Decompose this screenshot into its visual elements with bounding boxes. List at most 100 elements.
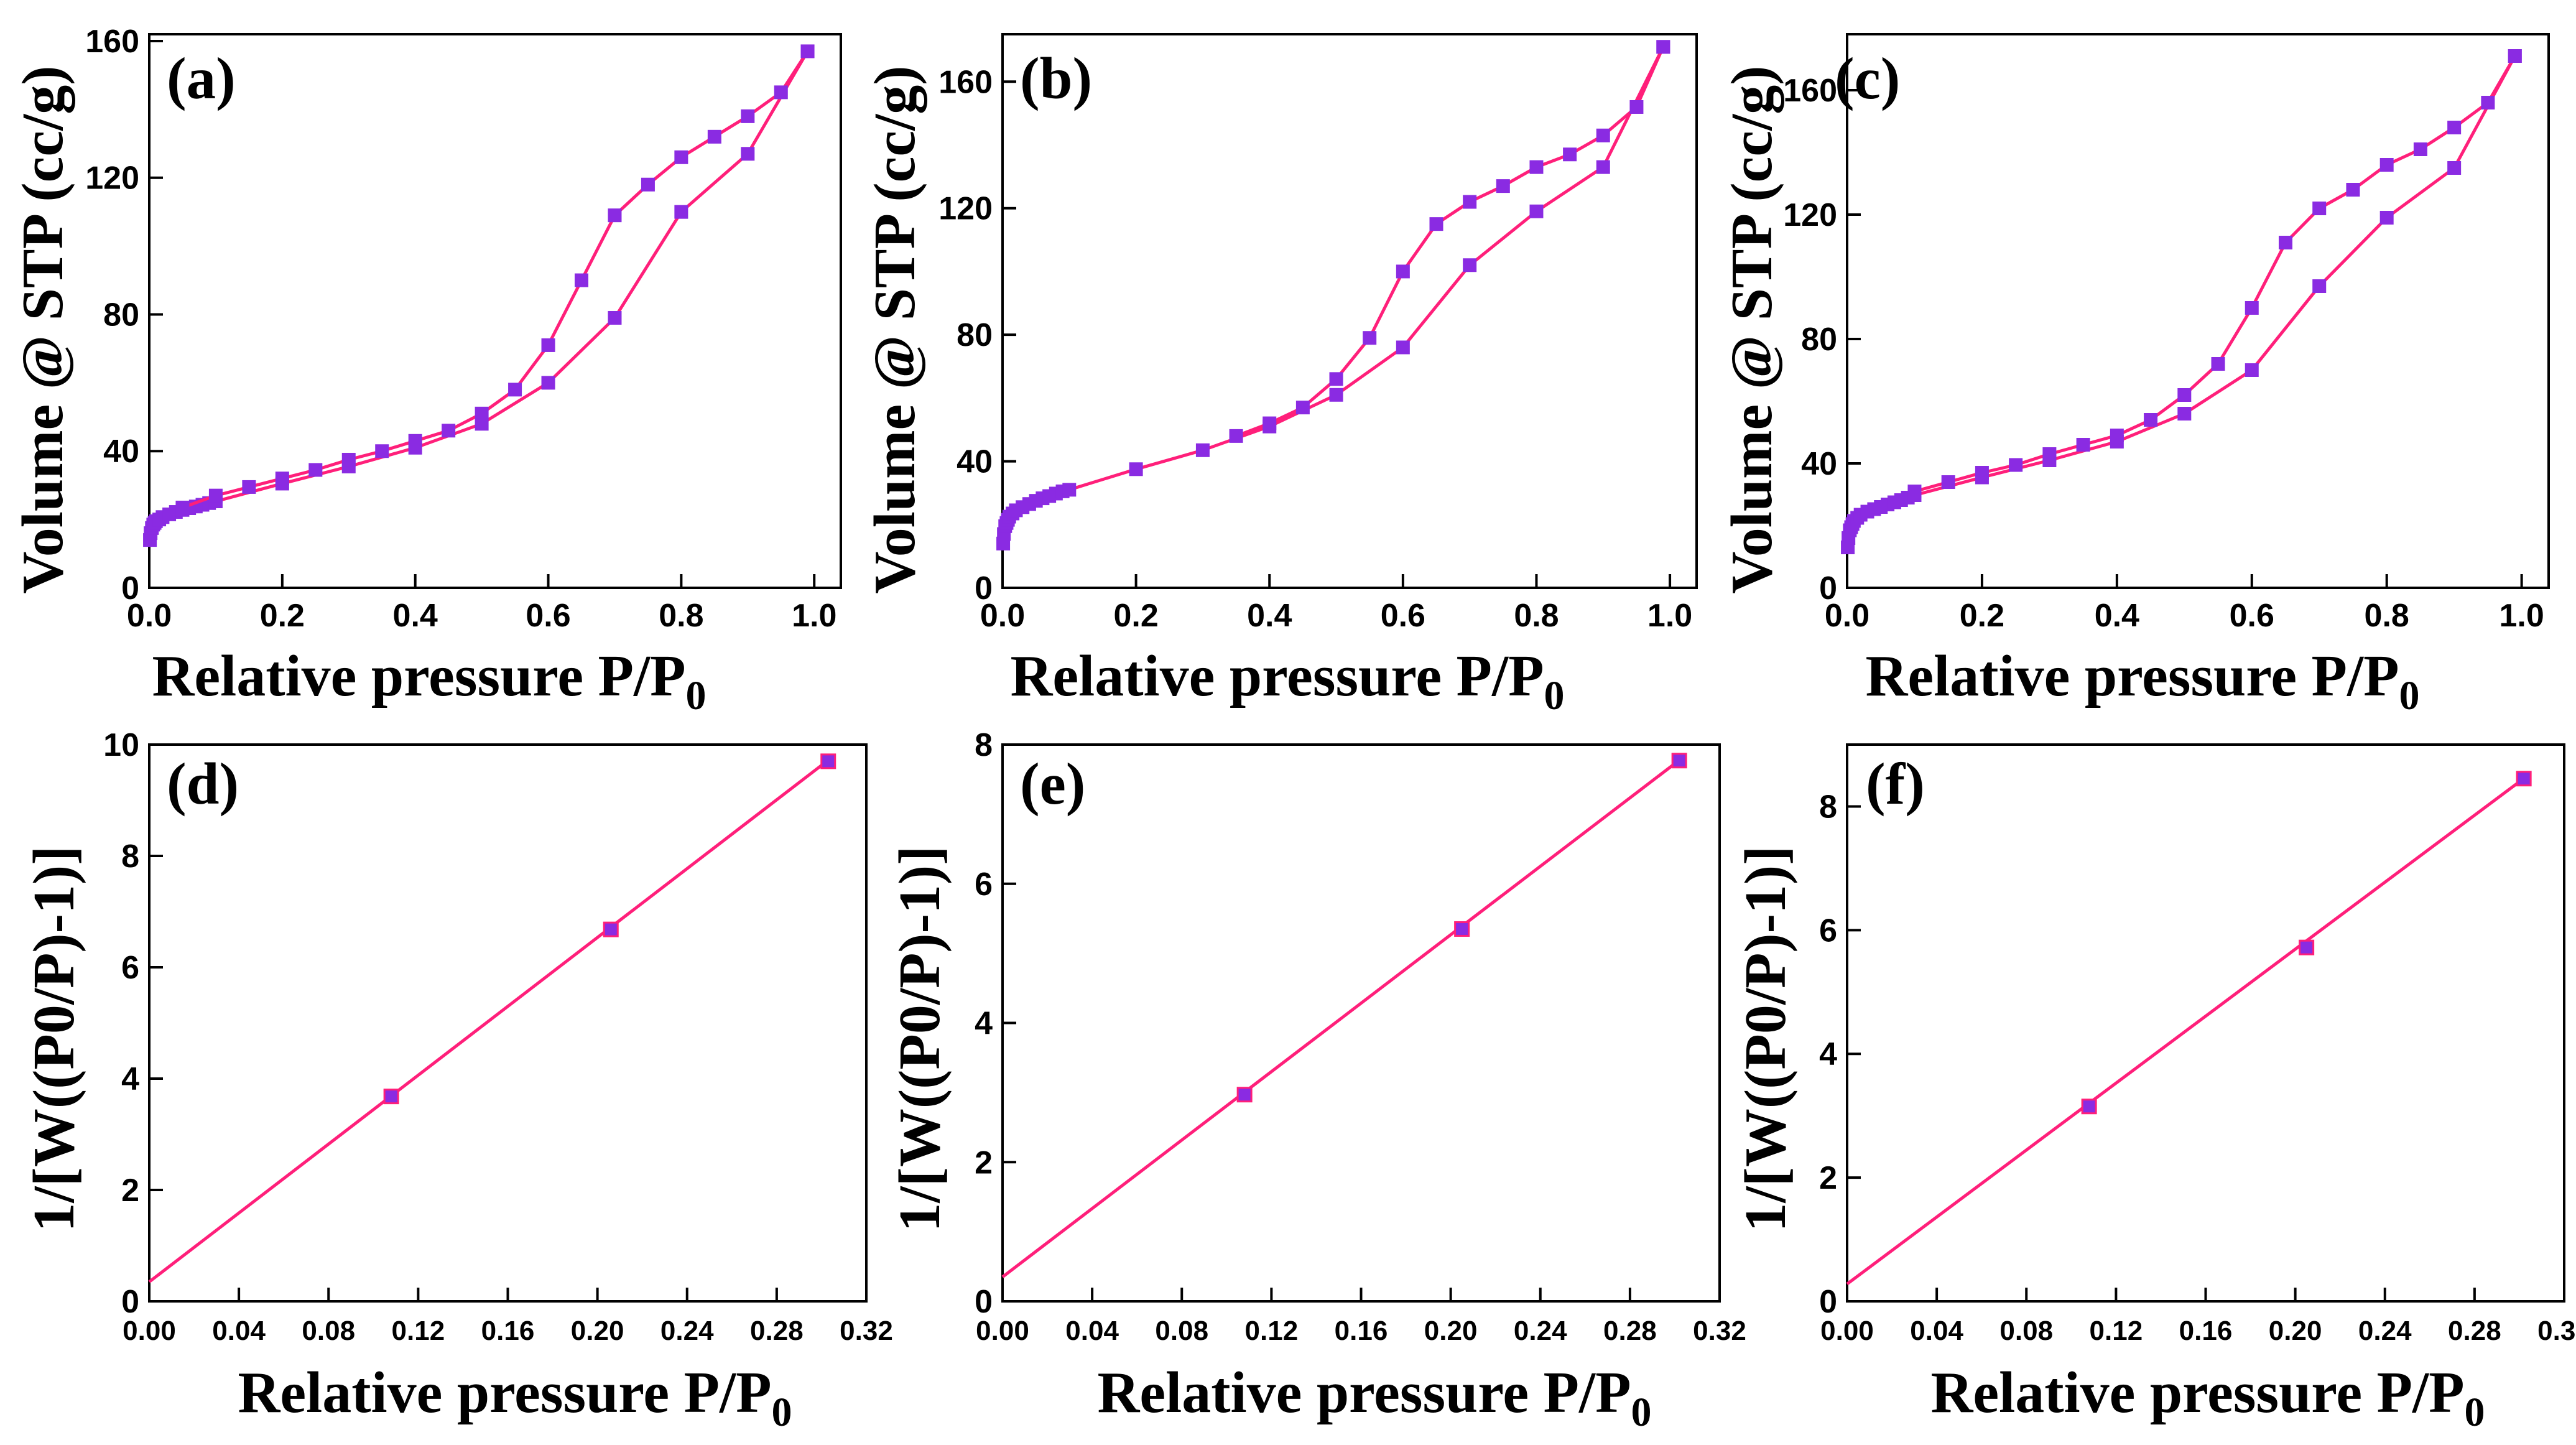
y-tick-label: 6	[1819, 913, 1837, 949]
x-axis-title: Relative pressure P/P0	[1865, 644, 2419, 718]
data-point	[1396, 264, 1410, 279]
x-tick-label: 0.8	[2365, 598, 2409, 634]
data-point	[2413, 142, 2427, 156]
x-tick-label: 0.2	[1113, 598, 1158, 634]
panel-d: (d) Relative pressure P/P0 1/[W((P0/P)-1…	[22, 727, 893, 1435]
x-tick-label: 0.8	[659, 598, 703, 634]
x-axis-title-subscript: 0	[2465, 1390, 2485, 1435]
data-point	[408, 434, 422, 448]
x-axis-title: Relative pressure P/P0	[1010, 644, 1564, 718]
fit-line	[1001, 757, 1683, 1278]
y-tick-label: 0	[121, 570, 139, 606]
data-point	[1596, 160, 1610, 174]
x-tick-label: 0.2	[260, 598, 305, 634]
x-axis-title-subscript: 0	[2399, 673, 2420, 718]
data-point	[208, 488, 223, 503]
y-axis-title: Volume @ STP (cc/g)	[863, 66, 927, 594]
data-point	[2447, 161, 2462, 175]
x-axis-title: Relative pressure P/P0	[238, 1360, 792, 1435]
data-point	[2177, 407, 2192, 420]
x-tick-label: 0.32	[840, 1316, 893, 1346]
x-tick-label: 0.28	[750, 1316, 804, 1346]
x-tick-label: 0.0	[980, 598, 1025, 634]
x-tick-label: 0.00	[976, 1316, 1029, 1346]
data-point	[242, 480, 256, 494]
panel-e: (e) Relative pressure P/P 0 1/[W((P0/P)-1…	[887, 727, 1746, 1435]
x-tick-label: 0.00	[123, 1316, 176, 1346]
y-tick-label: 10	[103, 727, 139, 763]
y-tick-label: 160	[1783, 73, 1837, 109]
y-tick-label: 80	[957, 317, 993, 353]
y-axis-title: Volume @ STP (cc/g)	[1720, 66, 1784, 594]
data-point	[1529, 204, 1544, 218]
data-point	[1529, 160, 1544, 174]
data-point	[1463, 258, 1477, 272]
x-tick-label: 0.12	[2090, 1316, 2143, 1346]
x-tick-label: 0.4	[2095, 598, 2139, 634]
data-point	[1429, 217, 1443, 231]
data-point	[1396, 340, 1410, 355]
x-axis-title-text: Relative pressure P/P	[1097, 1360, 1631, 1425]
data-point	[383, 1089, 399, 1105]
data-point	[1463, 195, 1477, 209]
data-point	[1629, 100, 1644, 114]
x-tick-label: 0.24	[660, 1316, 714, 1346]
y-tick-label: 8	[1819, 789, 1837, 825]
data-point	[541, 338, 555, 352]
plot-frame	[148, 33, 842, 589]
panel-label: (a)	[167, 45, 236, 111]
data-point	[2508, 49, 2522, 63]
data-point	[2144, 413, 2158, 427]
x-tick-label: 0.28	[2448, 1316, 2501, 1346]
panel-label: (e)	[1020, 751, 1085, 817]
y-tick-label: 120	[938, 191, 993, 227]
panel-b: (b) Relative pressure P/P0 Volume @ STP …	[863, 33, 1698, 718]
data-point	[175, 500, 190, 514]
data-point	[1454, 921, 1470, 937]
x-tick-label: 0.32	[1693, 1316, 1746, 1346]
data-point	[2379, 158, 2394, 172]
y-tick-label: 0	[975, 570, 993, 606]
x-tick-label: 0.20	[2269, 1316, 2322, 1346]
x-tick-label: 0.16	[481, 1316, 535, 1346]
data-point	[2211, 357, 2225, 371]
data-point	[2009, 458, 2023, 472]
data-point	[2177, 388, 2192, 402]
x-tick-label: 0.04	[1065, 1316, 1119, 1346]
data-point	[674, 150, 688, 164]
data-point	[1295, 401, 1310, 415]
y-tick-label: 0	[975, 1284, 993, 1320]
y-axis-title: 1/[W((P0/P)-1)]	[887, 845, 952, 1232]
data-point	[2312, 279, 2327, 293]
plot-frame	[1846, 33, 2550, 589]
plot-frame	[1001, 33, 1698, 589]
y-tick-label: 0	[121, 1284, 139, 1320]
data-point	[2447, 121, 2462, 134]
y-tick-label: 2	[1819, 1160, 1837, 1196]
data-point	[341, 452, 356, 467]
data-point	[603, 921, 619, 937]
x-tick-label: 0.12	[392, 1316, 445, 1346]
y-tick-label: 6	[975, 867, 993, 903]
x-tick-label: 0.20	[571, 1316, 624, 1346]
panel-a: (a) Relative pressure P/P0 Volume @ STP …	[11, 24, 842, 718]
x-axis-title-text: Relative pressure P/P	[1865, 644, 2399, 709]
y-tick-label: 40	[103, 434, 139, 470]
y-tick-label: 2	[975, 1145, 993, 1181]
data-point	[2346, 183, 2360, 197]
data-point	[1563, 147, 1577, 162]
x-axis-title-subscript: 0	[772, 1390, 792, 1435]
data-point	[575, 273, 588, 287]
y-tick-label: 120	[85, 160, 139, 197]
data-point	[641, 177, 655, 192]
x-tick-label: 0.6	[526, 598, 570, 634]
x-axis-title: Relative pressure P/P0	[1930, 1360, 2485, 1435]
data-point	[2481, 96, 2495, 109]
data-point	[508, 383, 522, 397]
data-point	[1656, 40, 1670, 54]
y-tick-label: 80	[103, 297, 139, 333]
x-tick-label: 0.04	[212, 1316, 266, 1346]
x-tick-label: 1.0	[1647, 598, 1692, 634]
data-point	[1941, 475, 1955, 489]
data-point	[375, 444, 389, 458]
